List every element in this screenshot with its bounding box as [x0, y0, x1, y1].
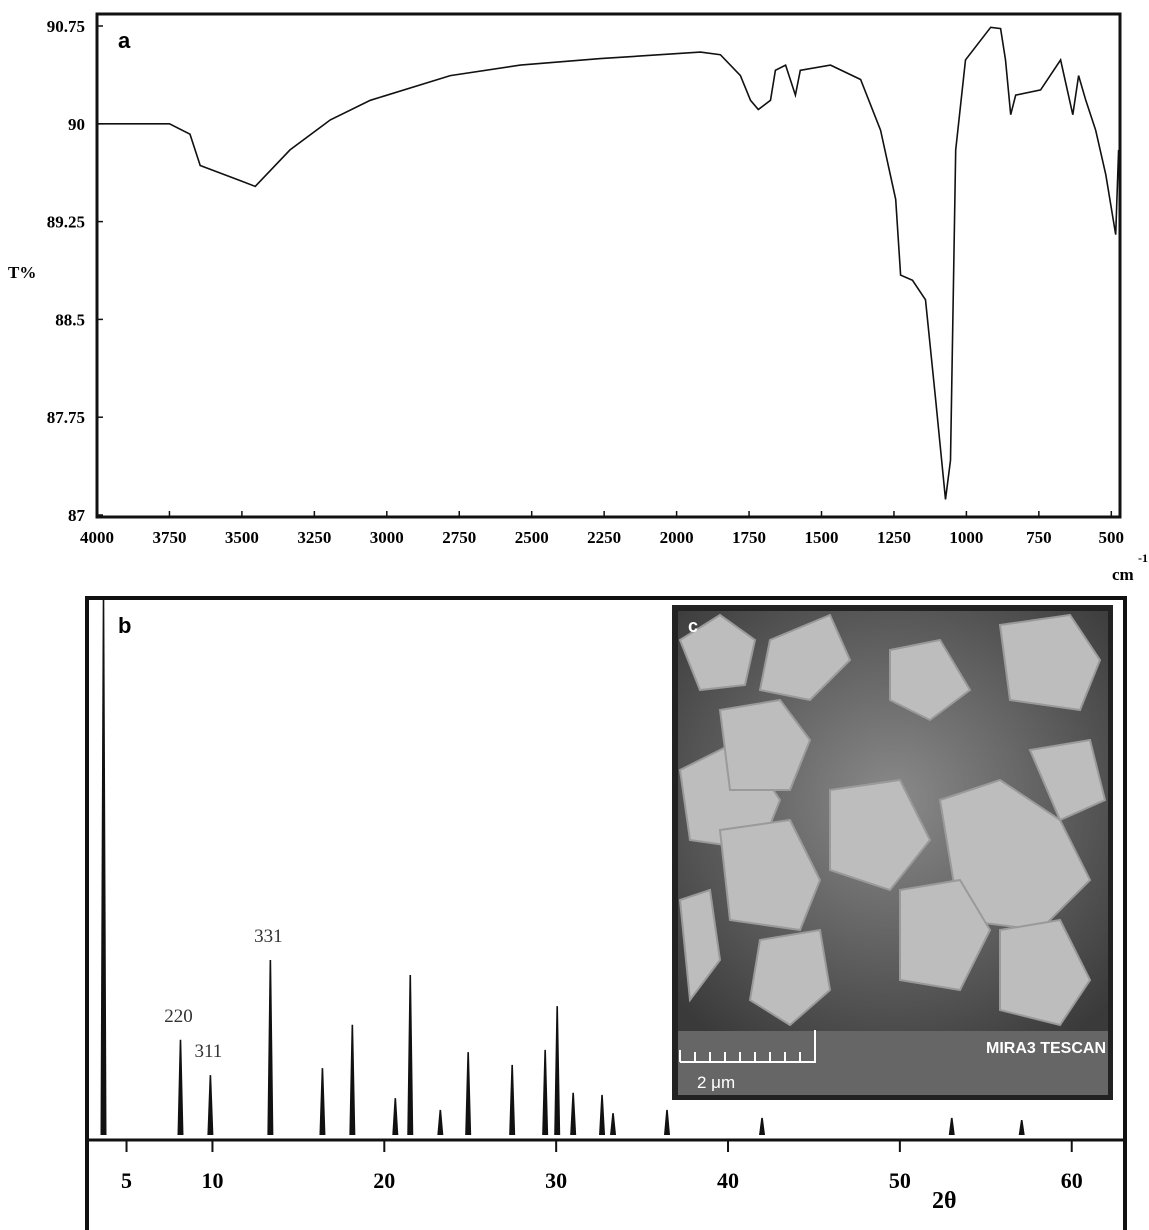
plot-frame: [85, 596, 1127, 1230]
peak: [509, 1064, 516, 1135]
x-tick-label: 2500: [515, 528, 549, 547]
spectrum-line: [97, 26, 1120, 500]
x-tick-label: 1750: [732, 528, 766, 547]
plot-frame: [95, 12, 1122, 519]
peak-label: 331: [254, 926, 283, 947]
peak: [319, 1068, 326, 1135]
panel-label: b: [118, 613, 131, 638]
x-tick-label: 500: [1099, 528, 1125, 547]
panel-label: a: [118, 28, 131, 53]
y-tick-label: 87.75: [47, 408, 85, 427]
x-tick-label: 30: [545, 1168, 567, 1193]
x-tick-label: 3000: [370, 528, 404, 547]
inset: c 2 μm MIRA3 TESCAN: [672, 605, 1113, 1100]
y-tick-label: 87: [68, 506, 86, 525]
peak: [392, 1098, 399, 1135]
peak: [465, 1052, 472, 1135]
y-tick-label: 88.5: [55, 310, 85, 329]
x-axis-label: 2θ: [932, 1188, 957, 1214]
peak: [554, 1006, 561, 1135]
x-tick-label: 10: [201, 1168, 223, 1193]
x-tick-label: 50: [889, 1168, 911, 1193]
x-axis-label-exponent: -1: [1138, 551, 1148, 565]
peak: [1018, 1120, 1025, 1135]
peak: [407, 975, 414, 1135]
x-tick-label: 750: [1026, 528, 1052, 547]
y-tick-label: 89.25: [47, 213, 85, 232]
peak: [610, 1113, 617, 1135]
x-axis-label: cm: [1112, 565, 1134, 584]
x-tick-label: 3500: [225, 528, 259, 547]
peak: [948, 1117, 955, 1135]
peak: [177, 1039, 184, 1135]
instrument-label: MIRA3 TESCAN: [986, 1040, 1106, 1057]
peak-label: 220: [164, 1006, 193, 1027]
x-tick-label: 40: [717, 1168, 739, 1193]
x-tick-label: 1250: [877, 528, 911, 547]
x-tick-label: 3750: [152, 528, 186, 547]
inset-label: c: [688, 616, 698, 636]
y-axis-label: T%: [8, 263, 36, 282]
peak-label: 311: [194, 1041, 222, 1062]
peak: [759, 1117, 766, 1135]
x-tick-label: 4000: [80, 528, 114, 547]
scale-bar: [679, 1030, 816, 1063]
x-tick-label: 3250: [297, 528, 331, 547]
x-tick-label: 2250: [587, 528, 621, 547]
y-tick-label: 90.75: [47, 17, 85, 36]
x-tick-label: 1000: [949, 528, 983, 547]
x-tick-label: 2000: [660, 528, 694, 547]
peak: [267, 960, 274, 1135]
x-tick-label: 60: [1061, 1168, 1083, 1193]
x-tick-label: 1500: [805, 528, 839, 547]
scale-bar-label: 2 μm: [697, 1073, 735, 1092]
x-tick-label: 2750: [442, 528, 476, 547]
peak: [570, 1092, 577, 1135]
peak: [437, 1109, 444, 1135]
peak: [542, 1049, 549, 1135]
y-tick-label: 90: [68, 115, 85, 134]
peak: [349, 1024, 356, 1135]
peak: [207, 1075, 214, 1135]
peak: [599, 1094, 606, 1135]
peak: [664, 1109, 671, 1135]
x-tick-label: 5: [121, 1168, 132, 1193]
peak: [100, 600, 107, 1135]
sem-crystals: [678, 613, 1107, 1027]
x-tick-label: 20: [373, 1168, 395, 1193]
